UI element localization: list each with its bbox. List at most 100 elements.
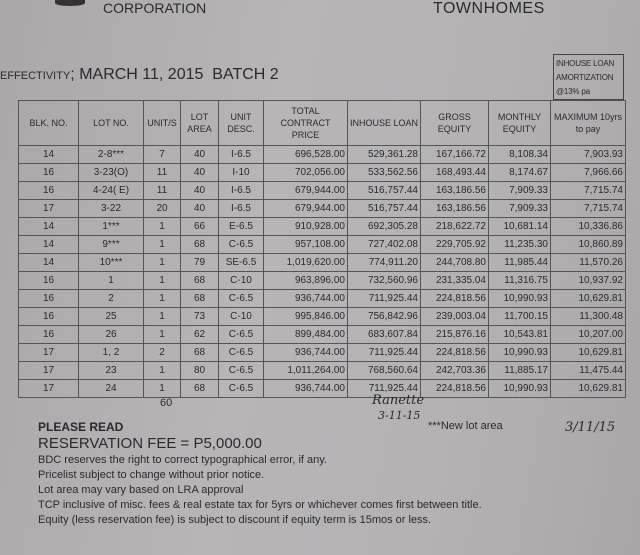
notes-heading: PLEASE READ — [38, 420, 124, 434]
table-cell: 768,560.64 — [347, 361, 421, 380]
table-cell: 68 — [180, 379, 219, 398]
table-cell: 7,909.33 — [488, 181, 551, 200]
table-cell: 1 — [143, 325, 181, 344]
table-cell: 7,966.66 — [550, 163, 626, 182]
table-cell: 711,925.44 — [347, 343, 421, 362]
table-cell: 1 — [143, 361, 181, 380]
table-cell: 10,990.93 — [488, 343, 551, 362]
reservation-fee: RESERVATION FEE = P5,000.00 — [38, 435, 262, 452]
table-cell: 68 — [180, 343, 219, 362]
table-cell: 11 — [143, 181, 181, 200]
table-cell: 224,818.56 — [420, 379, 489, 398]
table-cell: 910,928.00 — [263, 217, 348, 236]
table-cell: 10,629.81 — [550, 289, 626, 308]
table-row: 17 23 1 80 C-6.5 1,011,264.00 768,560.64 242,70… — [18, 361, 626, 380]
table-cell: 679,944.00 — [263, 181, 348, 200]
loan-box-line: AMORTIZATION — [556, 73, 614, 82]
table-cell: 66 — [180, 217, 219, 236]
table-cell: C-6.5 — [218, 235, 264, 254]
loan-box-line: @13% pa — [556, 87, 590, 96]
table-cell: 11 — [143, 163, 181, 182]
column-header: UNIT DESC. — [218, 100, 264, 146]
table-cell: 692,305.28 — [347, 217, 421, 236]
project-name: TOWNHOMES — [433, 0, 545, 17]
company-logo — [55, 0, 85, 6]
table-row: 16 4-24( E) 11 40 I-6.5 679,944.00 516,757.44 1… — [18, 181, 626, 200]
note-line: Equity (less reservation fee) is subject… — [38, 514, 432, 526]
footnote: ***New lot area — [428, 420, 503, 432]
table-cell: 239,003.04 — [420, 307, 489, 326]
table-cell: C-10 — [218, 271, 264, 290]
table-cell: C-6.5 — [218, 325, 264, 344]
table-cell: 899,484.00 — [263, 325, 348, 344]
table-cell: 242,703.36 — [420, 361, 489, 380]
table-cell: C-6.5 — [218, 361, 264, 380]
table-cell: 229,705.92 — [420, 235, 489, 254]
table-cell: 7,715.74 — [550, 181, 626, 200]
note-line: Lot area may vary based on LRA approval — [38, 484, 244, 496]
table-cell: C-6.5 — [218, 343, 264, 362]
handwritten-initial-date: 3/11/15 — [565, 420, 616, 435]
table-cell: 40 — [180, 199, 219, 218]
table-cell: 3-23(O) — [78, 163, 144, 182]
table-cell: 20 — [143, 199, 181, 218]
table-row: 16 26 1 62 C-6.5 899,484.00 683,607.84 215,876.… — [18, 325, 626, 344]
table-cell: 957,108.00 — [263, 235, 348, 254]
loan-amortization-box: INHOUSE LOAN AMORTIZATION @13% pa — [553, 54, 624, 100]
table-cell: E-6.5 — [218, 217, 264, 236]
table-cell: 224,818.56 — [420, 343, 489, 362]
table-cell: 14 — [18, 217, 79, 236]
table-cell: 1 — [143, 253, 181, 272]
table-cell: 16 — [18, 325, 79, 344]
note-line: Pricelist subject to change without prio… — [38, 469, 265, 481]
table-cell: 79 — [180, 253, 219, 272]
table-cell: 167,166.72 — [420, 145, 489, 164]
table-cell: 68 — [180, 289, 219, 308]
column-header: UNIT/S — [143, 100, 181, 146]
notes-section: PLEASE READ RESERVATION FEE = P5,000.00 … — [38, 420, 598, 528]
table-cell: 73 — [180, 307, 219, 326]
table-cell: 7,903.93 — [550, 145, 626, 164]
table-cell: 10,990.93 — [488, 289, 551, 308]
table-cell: 727,402.08 — [347, 235, 421, 254]
table-cell: 17 — [18, 379, 79, 398]
table-cell: 10,681.14 — [488, 217, 551, 236]
table-cell: 11,885.17 — [488, 361, 551, 380]
table-cell: 215,876.16 — [420, 325, 489, 344]
table-cell: 1,019,620.00 — [263, 253, 348, 272]
table-cell: 9*** — [78, 235, 144, 254]
table-row: 17 24 1 68 C-6.5 936,744.00 711,925.44 224,818.… — [18, 379, 626, 398]
table-cell: 696,528.00 — [263, 145, 348, 164]
table-cell: 11,235.30 — [488, 235, 551, 254]
table-row: 14 10*** 1 79 SE-6.5 1,019,620.00 774,911.20 24… — [18, 253, 626, 272]
effectivity-date: MARCH 11, 2015 — [79, 66, 204, 83]
column-header: GROSS EQUITY — [420, 100, 489, 146]
table-cell: 10,629.81 — [550, 379, 626, 398]
table-cell: 10,543.81 — [488, 325, 551, 344]
table-cell: 1 — [78, 271, 144, 290]
table-cell: 163,186.56 — [420, 199, 489, 218]
table-cell: 10*** — [78, 253, 144, 272]
table-cell: 11,300.48 — [550, 307, 626, 326]
table-cell: 16 — [18, 289, 79, 308]
column-header: INHOUSE LOAN — [347, 100, 421, 146]
table-cell: I-6.5 — [218, 199, 264, 218]
table-cell: 218,622.72 — [420, 217, 489, 236]
column-header: TOTAL CONTRACT PRICE — [263, 100, 348, 146]
table-row: 17 3-22 20 40 I-6.5 679,944.00 516,757.44 163,1… — [18, 199, 626, 218]
table-cell: 2 — [143, 343, 181, 362]
table-row: 16 3-23(O) 11 40 I-10 702,056.00 533,562.56 168… — [18, 163, 626, 182]
table-cell: 1 — [143, 379, 181, 398]
table-cell: 8,108.34 — [488, 145, 551, 164]
note-line: BDC reserves the right to correct typogr… — [38, 454, 327, 466]
table-cell: 774,911.20 — [347, 253, 421, 272]
table-cell: 25 — [78, 307, 144, 326]
table-cell: 1,011,264.00 — [263, 361, 348, 380]
column-header: LOT NO. — [78, 100, 144, 146]
effectivity-line: EFFECTIVITY; MARCH 11, 2015 BATCH 2 — [0, 66, 279, 84]
table-cell: 711,925.44 — [347, 379, 421, 398]
table-cell: 529,361.28 — [347, 145, 421, 164]
table-cell: 16 — [18, 163, 79, 182]
table-row: 14 9*** 1 68 C-6.5 957,108.00 727,402.08 229,70… — [18, 235, 626, 254]
table-cell: 963,896.00 — [263, 271, 348, 290]
